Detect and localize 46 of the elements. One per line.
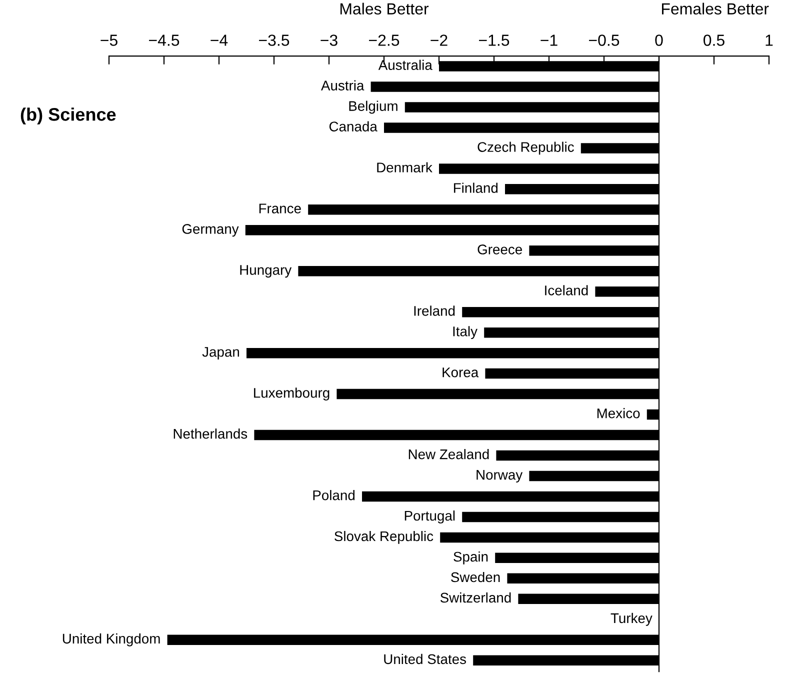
y-tick-label: Poland <box>313 490 355 500</box>
x-tick-label: −1 <box>540 34 558 46</box>
y-tick-label: Germany <box>182 224 239 237</box>
y-tick-label: United Kingdom <box>62 633 160 646</box>
text: Females Better <box>662 2 769 15</box>
x-tick-label: −3 <box>320 34 338 46</box>
y-tick-label: Ireland <box>414 306 455 316</box>
x-tick-label: 0.5 <box>704 34 724 46</box>
y-tick-label: Switzerland <box>440 592 511 603</box>
y-tick-label: Sweden <box>451 572 500 582</box>
x-tick-label: −2 <box>430 34 448 46</box>
y-tick-label: Denmark <box>377 162 432 172</box>
x-tick-label: −5 <box>100 34 118 46</box>
y-tick-label: Norway <box>476 470 523 482</box>
y-tick-label: United States <box>384 654 466 664</box>
y-tick-label: France <box>259 204 301 214</box>
y-tick-label: Belgium <box>349 100 398 114</box>
y-tick-label: Korea <box>442 368 479 378</box>
y-tick-label: Canada <box>329 121 378 132</box>
y-tick-label: Turkey <box>610 612 652 626</box>
y-tick-label: Slovak Republic <box>334 530 434 544</box>
y-tick-label: Greece <box>478 244 522 254</box>
y-tick-label: Austria <box>321 80 364 90</box>
x-tick-label: 1 <box>766 34 773 46</box>
y-tick-label: Iceland <box>545 285 588 296</box>
y-tick-label: Luxembourg <box>254 388 330 401</box>
y-tick-label: New Zealand <box>408 449 489 460</box>
x-tick-label: −1.5 <box>479 34 510 46</box>
y-tick-label: Czech Republic <box>478 142 574 155</box>
x-tick-label: −4 <box>210 34 228 46</box>
y-tick-label: Finland <box>454 182 498 193</box>
y-tick-label: Spain <box>454 551 488 564</box>
y-tick-label: Netherlands <box>174 428 248 439</box>
y-tick-label: Australia <box>378 60 432 70</box>
x-tick-label: −0.5 <box>589 34 620 46</box>
y-tick-label: Japan <box>202 347 239 360</box>
x-tick-label: −2.5 <box>369 34 400 46</box>
text: (b) Science <box>20 108 116 124</box>
text: Males Better <box>340 2 429 15</box>
x-tick-label: 0 <box>655 34 663 46</box>
y-tick-label: Hungary <box>240 265 292 278</box>
y-tick-label: Italy <box>453 326 478 340</box>
y-tick-label: Mexico <box>597 408 640 418</box>
x-tick-label: −4.5 <box>149 34 180 46</box>
y-tick-label: Portugal <box>404 510 455 524</box>
x-tick-label: −3.5 <box>259 34 290 46</box>
